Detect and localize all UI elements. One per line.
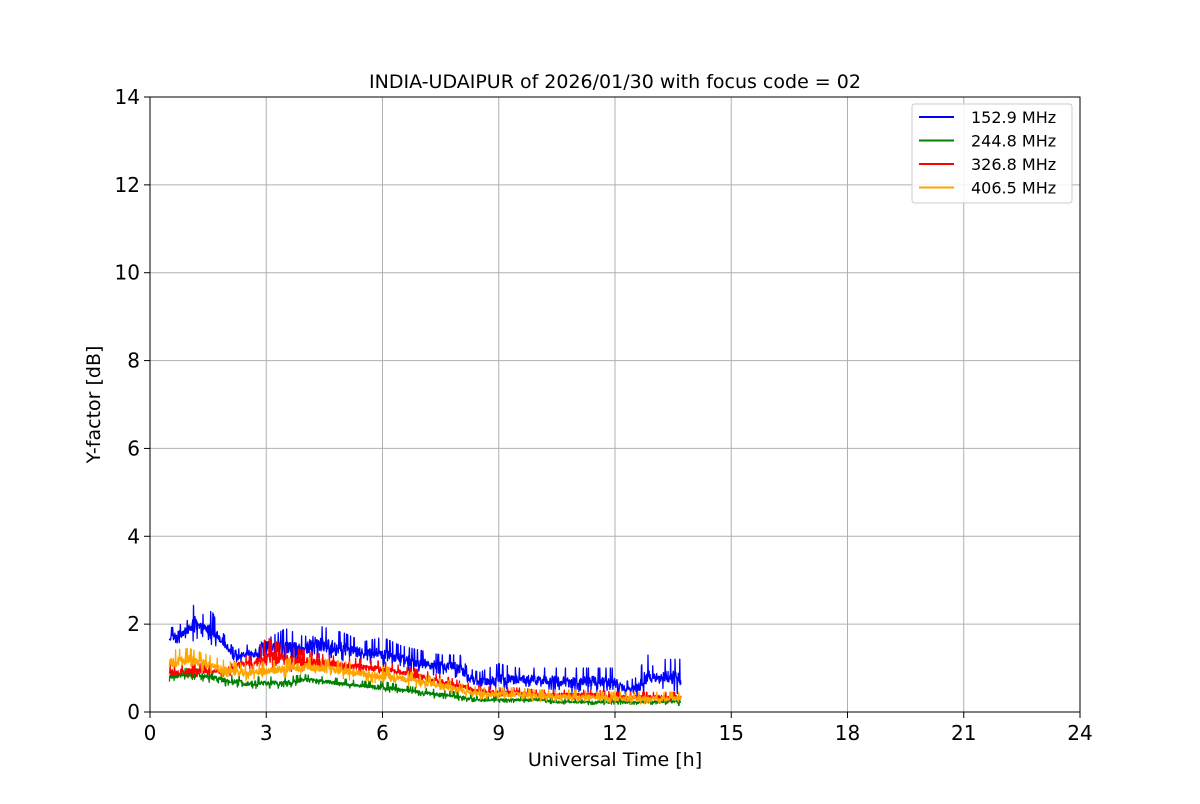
y-tick-label: 14 xyxy=(115,85,140,109)
series-line-2 xyxy=(168,637,682,702)
legend-label: 406.5 MHz xyxy=(971,179,1056,198)
x-tick-label: 21 xyxy=(951,721,976,745)
x-tick-label: 0 xyxy=(144,721,157,745)
y-tick-label: 6 xyxy=(127,436,140,460)
plot-data-area xyxy=(168,604,682,707)
x-axis-ticks: 0 3 6 9 12 15 18 21 24 xyxy=(144,712,1093,745)
series-line-1 xyxy=(168,667,682,707)
y-axis-ticks: 0 2 4 6 8 10 12 14 xyxy=(115,85,150,724)
legend-box xyxy=(911,103,1073,204)
x-tick-label: 18 xyxy=(835,721,860,745)
x-axis-label: Universal Time [h] xyxy=(528,749,702,771)
x-tick-label: 3 xyxy=(260,721,273,745)
y-tick-label: 2 xyxy=(127,612,140,636)
x-tick-label: 15 xyxy=(719,721,744,745)
series-line-0 xyxy=(168,604,682,698)
x-tick-label: 9 xyxy=(492,721,505,745)
x-tick-label: 24 xyxy=(1067,721,1092,745)
y-tick-label: 8 xyxy=(127,349,140,373)
series-line-3 xyxy=(168,647,682,705)
y-tick-label: 12 xyxy=(115,173,140,197)
x-tick-label: 6 xyxy=(376,721,389,745)
y-axis-label: Y-factor [dB] xyxy=(83,346,105,465)
y-tick-label: 10 xyxy=(115,261,140,285)
legend: 152.9 MHz 244.8 MHz 326.8 MHz 406.5 MHz xyxy=(911,103,1073,204)
y-tick-label: 4 xyxy=(127,524,140,548)
chart-title: INDIA-UDAIPUR of 2026/01/30 with focus c… xyxy=(369,71,861,93)
x-tick-label: 12 xyxy=(602,721,627,745)
legend-label: 152.9 MHz xyxy=(971,108,1056,127)
legend-label: 326.8 MHz xyxy=(971,155,1056,174)
y-tick-label: 0 xyxy=(127,700,140,724)
legend-label: 244.8 MHz xyxy=(971,132,1056,151)
